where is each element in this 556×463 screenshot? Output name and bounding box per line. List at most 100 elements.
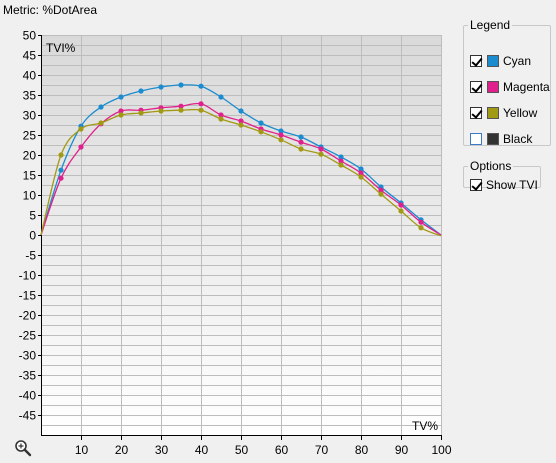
- data-point-magenta: [398, 202, 404, 208]
- metric-label: Metric: %DotArea: [3, 3, 98, 17]
- legend-item-yellow[interactable]: Yellow: [470, 105, 537, 121]
- data-point-cyan: [278, 128, 284, 134]
- data-point-yellow: [98, 120, 104, 126]
- cyan-swatch: [487, 55, 499, 67]
- legend-item-cyan[interactable]: Cyan: [470, 53, 531, 69]
- black-checkbox[interactable]: [470, 133, 482, 145]
- yellow-swatch: [487, 107, 499, 119]
- x-tick-label: 10: [75, 443, 89, 457]
- options-title: Options: [470, 159, 512, 173]
- data-point-magenta: [198, 101, 204, 107]
- x-tick-label: 100: [431, 443, 451, 457]
- data-point-magenta: [58, 175, 64, 181]
- data-point-yellow: [158, 108, 164, 114]
- y-tick-label: -20: [19, 309, 37, 323]
- y-tick-label: 0: [29, 229, 36, 243]
- data-point-magenta: [78, 144, 84, 150]
- show-tvi-label: Show TVI: [486, 178, 538, 192]
- data-point-cyan: [178, 82, 184, 88]
- x-axis-label: TV%: [412, 419, 438, 433]
- data-point-yellow: [78, 126, 84, 132]
- y-tick-label: 40: [23, 69, 37, 83]
- data-point-magenta: [378, 187, 384, 193]
- y-tick-label: 20: [23, 149, 37, 163]
- y-tick-label: -40: [19, 389, 37, 403]
- grid: [41, 35, 442, 436]
- data-point-yellow: [238, 122, 244, 128]
- data-point-magenta: [178, 103, 184, 109]
- y-tick-label: -30: [19, 349, 37, 363]
- data-point-yellow: [278, 137, 284, 143]
- data-point-yellow: [378, 191, 384, 197]
- data-point-yellow: [58, 152, 64, 158]
- show-tvi-checkbox[interactable]: [470, 179, 482, 191]
- y-tick-label: 25: [23, 129, 37, 143]
- data-point-yellow: [178, 107, 184, 113]
- y-tick-label: -35: [19, 369, 37, 383]
- y-tick-label: 35: [23, 89, 37, 103]
- data-point-cyan: [198, 83, 204, 89]
- cyan-label: Cyan: [503, 54, 532, 68]
- y-tick-label: 5: [29, 209, 36, 223]
- y-tick-label: -10: [19, 269, 37, 283]
- data-point-cyan: [118, 94, 124, 100]
- data-point-cyan: [158, 84, 164, 90]
- data-point-magenta: [418, 219, 424, 225]
- data-point-cyan: [298, 134, 304, 140]
- data-point-cyan: [338, 154, 344, 160]
- black-label: Black: [503, 132, 533, 146]
- x-tick-label: 80: [355, 443, 369, 457]
- data-point-magenta: [318, 146, 324, 152]
- legend-group: Legend Cyan Magenta Yellow Black: [463, 18, 551, 146]
- data-point-cyan: [238, 108, 244, 114]
- series: [40, 82, 442, 237]
- data-point-magenta: [238, 118, 244, 124]
- y-tick-label: 45: [23, 49, 37, 63]
- y-tick-label: -25: [19, 329, 37, 343]
- magenta-swatch: [487, 81, 499, 93]
- cyan-checkbox[interactable]: [470, 55, 482, 67]
- x-tick-label: 50: [235, 443, 249, 457]
- legend-item-magenta[interactable]: Magenta: [470, 79, 550, 95]
- data-point-yellow: [338, 162, 344, 168]
- y-tick-label: 10: [23, 189, 37, 203]
- data-point-yellow: [318, 151, 324, 157]
- data-point-yellow: [218, 116, 224, 122]
- yellow-label: Yellow: [503, 106, 538, 120]
- data-point-yellow: [138, 110, 144, 116]
- y-tick-label: 30: [23, 109, 37, 123]
- data-point-cyan: [98, 104, 104, 110]
- data-point-yellow: [198, 107, 204, 113]
- y-axis-label: TVI%: [46, 41, 76, 55]
- y-tick-label: -45: [19, 409, 37, 423]
- data-point-magenta: [338, 158, 344, 164]
- data-point-cyan: [58, 167, 64, 173]
- options-group: Options Show TVI: [463, 159, 541, 192]
- data-point-yellow: [298, 146, 304, 152]
- y-tick-label: -15: [19, 289, 37, 303]
- legend-title: Legend: [470, 18, 511, 32]
- data-point-yellow: [398, 208, 404, 214]
- y-tick-label: -5: [25, 249, 36, 263]
- data-point-magenta: [298, 139, 304, 145]
- data-point-cyan: [138, 88, 144, 94]
- data-point-cyan: [358, 166, 364, 172]
- x-tick-label: 20: [115, 443, 129, 457]
- x-tick-label: 40: [195, 443, 209, 457]
- data-point-yellow: [358, 174, 364, 180]
- x-tick-label: 70: [315, 443, 329, 457]
- magenta-checkbox[interactable]: [470, 81, 482, 93]
- data-point-magenta: [278, 132, 284, 138]
- x-tick-label: 30: [155, 443, 169, 457]
- black-swatch: [487, 133, 499, 145]
- y-tick-label: 50: [23, 29, 37, 43]
- zoom-magnifier-icon[interactable]: [14, 439, 32, 457]
- y-tick-label: 15: [23, 169, 37, 183]
- legend-item-black[interactable]: Black: [470, 131, 532, 147]
- show-tvi-option[interactable]: Show TVI: [470, 177, 538, 193]
- data-point-cyan: [218, 94, 224, 100]
- x-tick-label: 90: [395, 443, 409, 457]
- yellow-checkbox[interactable]: [470, 107, 482, 119]
- data-point-magenta: [358, 170, 364, 176]
